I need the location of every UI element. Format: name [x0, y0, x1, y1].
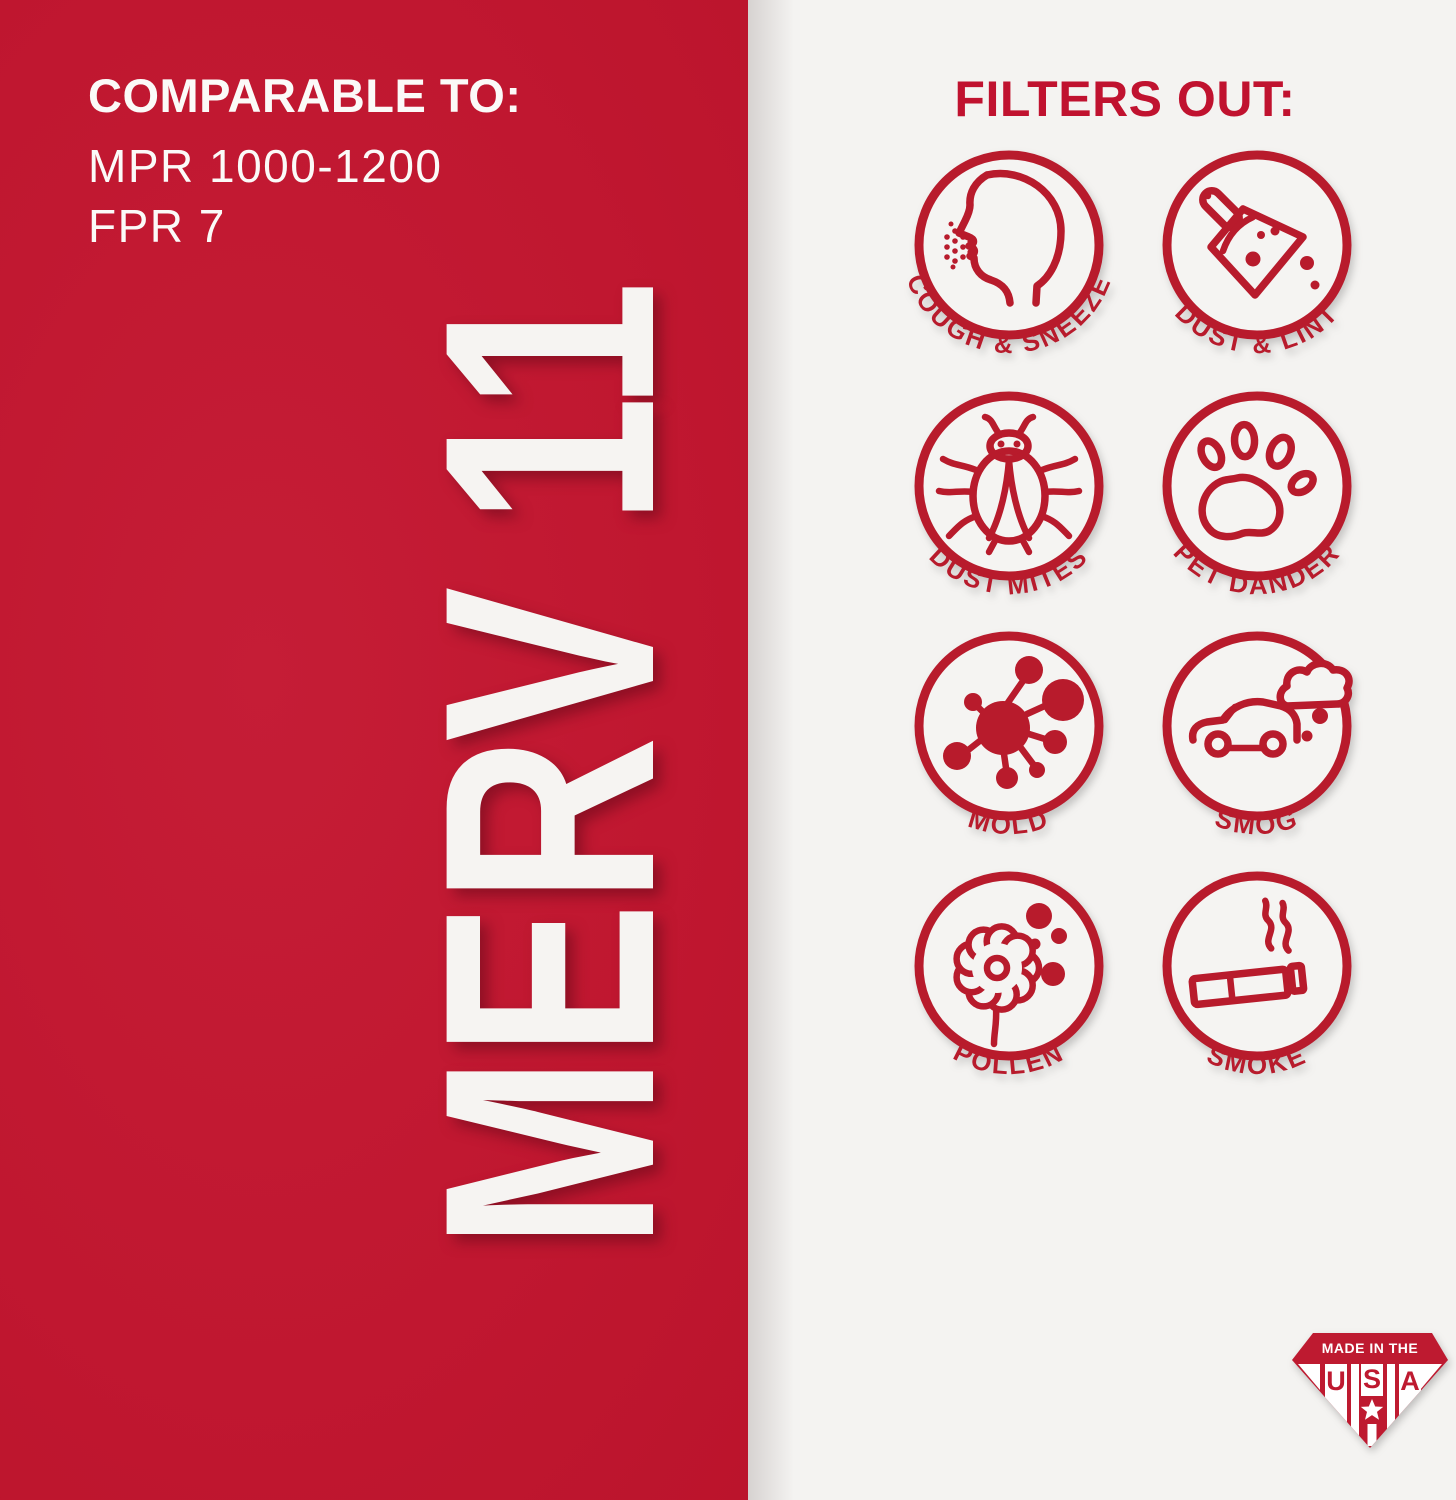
pollen-icon: POLLEN	[914, 871, 1104, 1080]
mold-icon: MOLD	[914, 631, 1104, 841]
comparable-block: COMPARABLE TO: MPR 1000-1200 FPR 7	[88, 70, 521, 256]
filter-item-pet-dander: PET DANDER	[1122, 371, 1392, 611]
smog-icon: SMOG	[1162, 631, 1353, 841]
filter-item-pollen: POLLEN	[874, 851, 1144, 1091]
merv-rating-label: MERV 11	[381, 282, 717, 1250]
filter-item-dust-mites: DUST MITES	[874, 371, 1144, 611]
filter-item-cough-sneeze: COUGH & SNEEZE	[874, 130, 1144, 370]
dust-dots	[1245, 226, 1320, 290]
smoke-icon: SMOKE	[1162, 871, 1352, 1080]
filter-item-smoke: SMOKE	[1122, 851, 1392, 1091]
cough-sneeze-icon: COUGH & SNEEZE	[901, 150, 1115, 359]
comparable-line-fpr: FPR 7	[88, 199, 226, 252]
badge-star-icon	[1360, 1399, 1384, 1420]
filter-item-smog: SMOG	[1122, 611, 1392, 851]
badge-letter-s: S	[1363, 1364, 1381, 1394]
badge-letter-a: A	[1400, 1366, 1420, 1396]
badge-letter-u: U	[1326, 1366, 1346, 1396]
pet-dander-icon: PET DANDER	[1162, 391, 1352, 600]
filters-out-heading: FILTERS OUT:	[954, 71, 1296, 127]
filter-item-dust-lint: DUST & LINT	[1122, 130, 1392, 370]
dust-mites-icon: DUST MITES	[914, 391, 1104, 601]
comparable-line-mpr: MPR 1000-1200	[88, 139, 443, 192]
filters-icon-grid: COUGH & SNEEZE DUST & LINT	[874, 130, 1394, 1130]
dust-lint-icon: DUST & LINT	[1162, 150, 1352, 359]
pollen-dots	[1026, 903, 1067, 986]
filter-item-mold: MOLD	[874, 611, 1144, 851]
comparable-heading: COMPARABLE TO:	[88, 69, 522, 122]
made-in-usa-badge: MADE IN THE U S A	[1288, 1320, 1452, 1456]
red-panel	[0, 0, 748, 1500]
badge-top-label: MADE IN THE	[1322, 1340, 1419, 1356]
sneeze-spray-dots	[944, 221, 973, 270]
usa-badge-icon: MADE IN THE U S A	[1292, 1333, 1448, 1448]
panel-edge-shadow	[748, 0, 794, 1500]
